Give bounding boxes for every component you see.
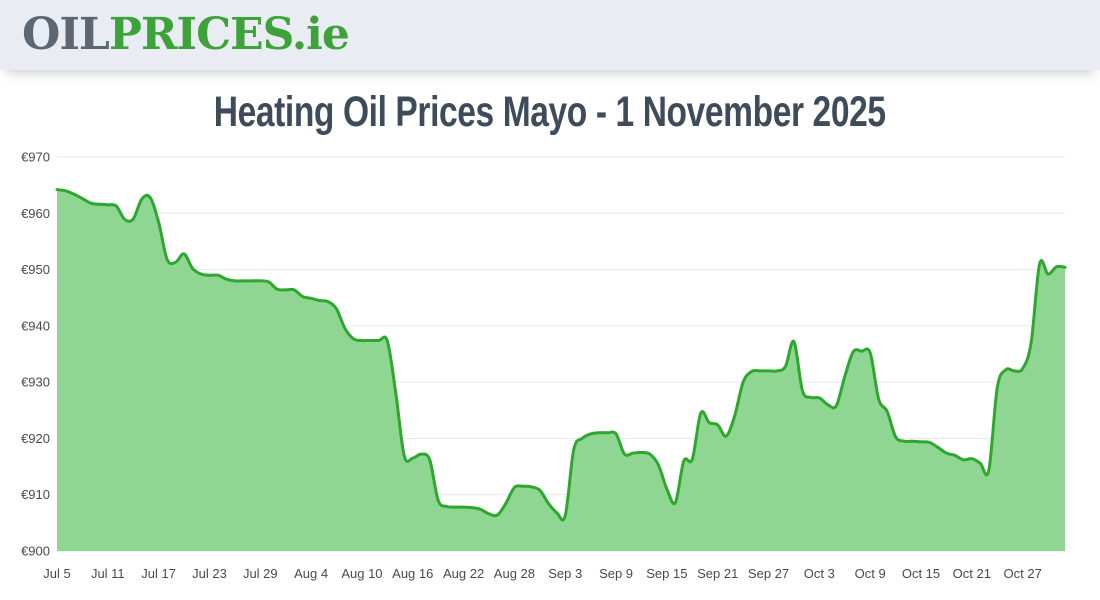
y-axis-label: €960 [21, 206, 50, 221]
x-axis-label: Oct 15 [902, 566, 940, 581]
x-axis-label: Aug 4 [294, 566, 328, 581]
x-axis-label: Jul 29 [243, 566, 278, 581]
site-logo-link[interactable]: OILPRICES.ie [22, 13, 350, 57]
y-axis-label: €910 [21, 487, 50, 502]
x-axis-label: Oct 9 [855, 566, 886, 581]
x-axis-label: Sep 15 [646, 566, 687, 581]
y-axis-label: €920 [21, 431, 50, 446]
x-axis-label: Aug 28 [494, 566, 535, 581]
y-axis-label: €940 [21, 318, 50, 333]
x-axis-label: Sep 27 [748, 566, 789, 581]
x-axis-label: Oct 3 [804, 566, 835, 581]
x-axis-label: Jul 11 [91, 566, 125, 581]
x-axis-label: Jul 5 [43, 566, 70, 581]
y-axis-label: €970 [21, 150, 50, 165]
x-axis-label: Aug 22 [443, 566, 484, 581]
y-axis-label: €930 [21, 375, 50, 390]
logo-text-oil: OIL [22, 9, 110, 60]
x-axis-label: Sep 9 [599, 566, 633, 581]
site-header: OILPRICES.ie [0, 0, 1100, 70]
x-axis-label: Sep 21 [697, 566, 738, 581]
x-axis-label: Sep 3 [548, 566, 582, 581]
x-axis-label: Aug 10 [341, 566, 382, 581]
price-line [55, 188, 1067, 522]
logo-text-ie: .ie [291, 9, 350, 60]
x-axis-label: Oct 21 [953, 566, 991, 581]
page-title: Heating Oil Prices Mayo - 1 November 202… [0, 88, 1100, 136]
logo-text-prices: PRICES [108, 9, 293, 60]
y-axis-label: €950 [21, 262, 50, 277]
price-area-fill [57, 189, 1065, 551]
page-title-text: Heating Oil Prices Mayo - 1 November 202… [214, 88, 886, 136]
x-axis-label: Jul 23 [192, 566, 227, 581]
x-axis-label: Oct 27 [1004, 566, 1042, 581]
x-axis-label: Aug 16 [392, 566, 433, 581]
y-axis-label: €900 [21, 544, 50, 559]
x-axis-label: Jul 17 [141, 566, 176, 581]
